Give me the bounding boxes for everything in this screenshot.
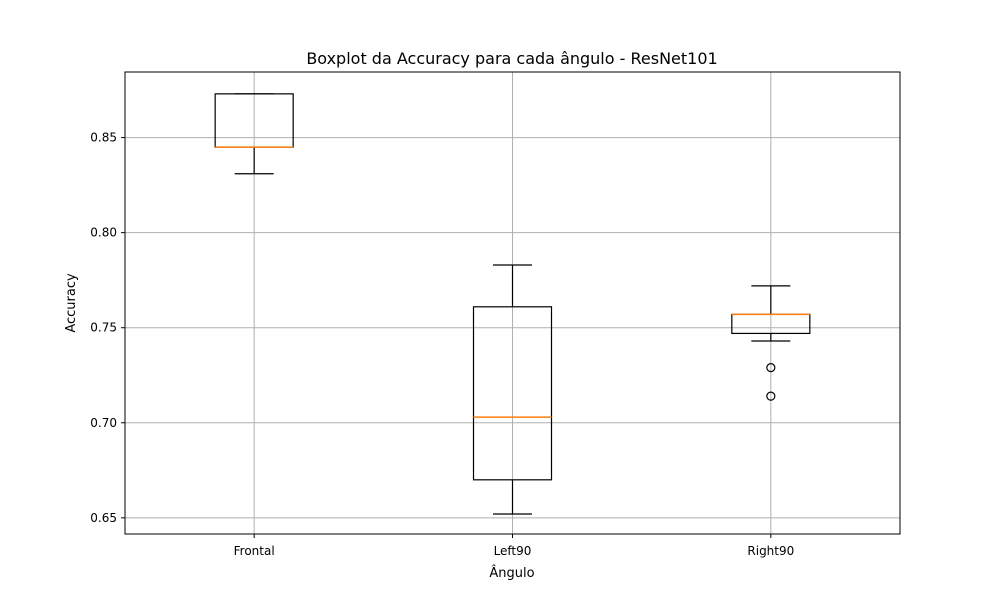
x-tick-label: Left90 (494, 544, 532, 558)
y-axis-label: Accuracy (64, 273, 79, 333)
tick-layer: 0.65 0.70 0.75 0.80 0.85 Frontal Left90 Right90 (90, 131, 794, 558)
box-layer (214, 93, 811, 515)
x-axis-label: Ângulo (489, 565, 534, 581)
outlier-point (766, 363, 776, 373)
y-tick-label: 0.85 (90, 131, 117, 145)
chart-title: Boxplot da Accuracy para cada ângulo - R… (306, 49, 717, 68)
y-tick-label: 0.65 (90, 511, 117, 525)
box-frontal (214, 93, 294, 175)
outlier-point (766, 391, 776, 401)
box-left90 (472, 264, 553, 515)
y-tick-label: 0.70 (90, 416, 117, 430)
y-tick-label: 0.80 (90, 226, 117, 240)
iqr-box (472, 306, 553, 481)
x-tick-label: Frontal (234, 544, 275, 558)
y-tick-label: 0.75 (90, 321, 117, 335)
box-right90 (731, 285, 811, 401)
x-tick-label: Right90 (747, 544, 794, 558)
